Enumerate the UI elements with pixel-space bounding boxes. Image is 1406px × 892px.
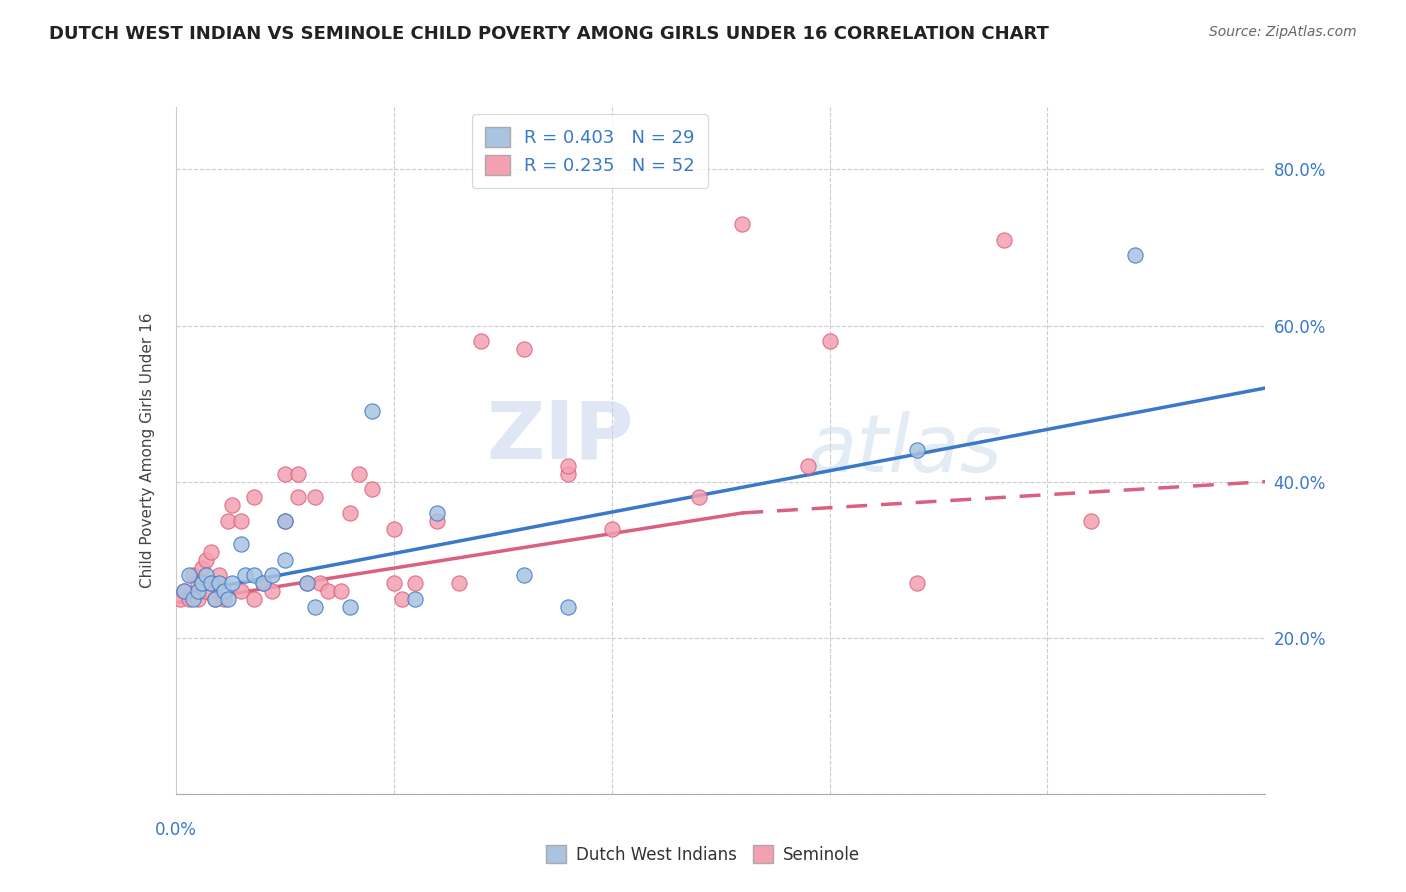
Point	[274, 467, 297, 481]
Point	[360, 404, 382, 418]
Point	[405, 591, 427, 606]
Point	[252, 576, 274, 591]
Point	[231, 537, 253, 551]
Point	[295, 576, 318, 591]
Point	[796, 458, 818, 473]
Point	[208, 576, 231, 591]
Point	[208, 568, 231, 582]
Point	[200, 576, 222, 591]
Point	[391, 591, 413, 606]
Point	[212, 583, 235, 598]
Point	[287, 467, 309, 481]
Point	[905, 443, 928, 458]
Point	[274, 514, 297, 528]
Point	[304, 599, 326, 614]
Point	[382, 521, 405, 535]
Point	[818, 334, 841, 348]
Point	[195, 568, 218, 582]
Point	[195, 552, 218, 567]
Y-axis label: Child Poverty Among Girls Under 16: Child Poverty Among Girls Under 16	[141, 313, 155, 588]
Point	[360, 483, 382, 497]
Point	[173, 583, 195, 598]
Point	[243, 490, 266, 504]
Point	[347, 467, 370, 481]
Point	[200, 545, 222, 559]
Point	[426, 506, 449, 520]
Point	[1080, 514, 1102, 528]
Legend: R = 0.403   N = 29, R = 0.235   N = 52: R = 0.403 N = 29, R = 0.235 N = 52	[472, 114, 707, 188]
Point	[231, 514, 253, 528]
Point	[557, 599, 579, 614]
Legend: Dutch West Indians, Seminole: Dutch West Indians, Seminole	[538, 838, 868, 871]
Point	[470, 334, 492, 348]
Point	[318, 583, 340, 598]
Point	[260, 568, 283, 582]
Point	[993, 233, 1015, 247]
Point	[330, 583, 353, 598]
Point	[217, 514, 239, 528]
Point	[212, 591, 235, 606]
Point	[405, 576, 427, 591]
Point	[557, 467, 579, 481]
Point	[217, 591, 239, 606]
Point	[287, 490, 309, 504]
Point	[513, 342, 536, 356]
Point	[204, 591, 226, 606]
Point	[260, 583, 283, 598]
Point	[235, 568, 257, 582]
Point	[221, 576, 243, 591]
Point	[513, 568, 536, 582]
Point	[731, 217, 754, 231]
Point	[177, 591, 200, 606]
Point	[308, 576, 330, 591]
Point	[181, 568, 204, 582]
Point	[221, 498, 243, 512]
Point	[382, 576, 405, 591]
Point	[426, 514, 449, 528]
Point	[181, 591, 204, 606]
Point	[200, 576, 222, 591]
Point	[169, 591, 191, 606]
Point	[304, 490, 326, 504]
Point	[1123, 248, 1146, 262]
Point	[191, 576, 214, 591]
Point	[339, 599, 361, 614]
Point	[243, 591, 266, 606]
Point	[204, 591, 226, 606]
Point	[905, 576, 928, 591]
Point	[243, 568, 266, 582]
Point	[186, 591, 209, 606]
Text: Source: ZipAtlas.com: Source: ZipAtlas.com	[1209, 25, 1357, 39]
Text: atlas: atlas	[807, 411, 1002, 490]
Point	[231, 583, 253, 598]
Point	[177, 568, 200, 582]
Point	[173, 583, 195, 598]
Point	[274, 514, 297, 528]
Point	[186, 583, 209, 598]
Point	[274, 552, 297, 567]
Point	[191, 560, 214, 574]
Text: DUTCH WEST INDIAN VS SEMINOLE CHILD POVERTY AMONG GIRLS UNDER 16 CORRELATION CHA: DUTCH WEST INDIAN VS SEMINOLE CHILD POVE…	[49, 25, 1049, 43]
Point	[295, 576, 318, 591]
Text: ZIP: ZIP	[486, 398, 633, 475]
Point	[252, 576, 274, 591]
Point	[557, 458, 579, 473]
Point	[195, 583, 218, 598]
Point	[186, 576, 209, 591]
Point	[600, 521, 623, 535]
Point	[339, 506, 361, 520]
Text: 0.0%: 0.0%	[155, 822, 197, 839]
Point	[447, 576, 470, 591]
Point	[688, 490, 710, 504]
